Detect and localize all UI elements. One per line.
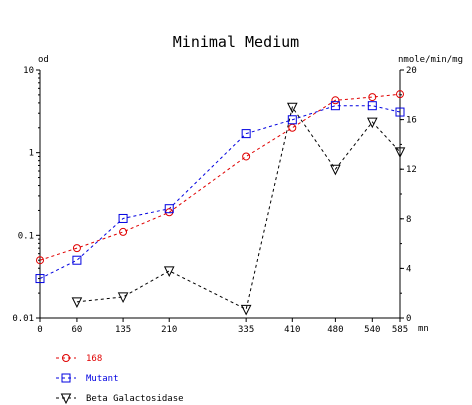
y-axis-right-label: nmole/min/mg [398,55,463,65]
data-point-1 [330,101,340,111]
x-tick-label: 410 [284,325,300,335]
data-point-0 [72,244,81,253]
y-right-tick-label: 4 [406,264,411,274]
data-point-0 [36,256,44,265]
data-point-1 [367,101,377,111]
series-line-2 [76,105,401,311]
data-point-2 [394,147,406,158]
x-tick-label: 480 [327,325,343,335]
data-point-1 [164,204,174,214]
y-left-tick-label: 1 [29,149,34,159]
data-point-0 [119,227,128,236]
data-point-0 [242,152,251,161]
x-tick-label: 585 [392,325,408,335]
data-point-2 [117,292,129,304]
data-point-1 [72,255,82,265]
data-point-2 [163,266,175,277]
data-point-2 [286,102,298,114]
data-point-1 [395,107,405,117]
series-lines [39,93,401,311]
x-tick-label: 135 [115,325,131,335]
data-point-1 [241,129,251,139]
legend-marker [61,373,71,383]
chart-title: Minimal Medium [173,33,299,51]
data-point-2 [366,117,378,129]
series-line-1 [39,105,401,280]
data-point-2 [71,297,83,308]
y-left-tick-label: 0.01 [12,314,34,324]
legend-label: Beta Galactosidase [86,394,184,404]
y-right-tick-label: 20 [406,66,417,76]
x-axis-label: mn [418,324,429,334]
x-tick-label: 60 [72,325,83,335]
data-point-2 [330,164,341,176]
y-right-tick-label: 12 [406,165,417,175]
y-left-tick-label: 10 [23,66,34,76]
markers [35,90,406,316]
legend-label: Mutant [86,374,119,384]
data-point-0 [331,96,340,105]
data-point-2 [240,304,252,316]
data-point-0 [368,93,377,102]
ticks: 0 60 135 210 335 410 480 540 5851010.10.01201612… [12,66,417,335]
legend: 168 Mutant Beta Galactosidase [56,354,184,405]
data-point-1 [287,115,297,125]
data-point-0 [288,123,297,132]
data-point-1 [35,274,45,284]
data-point-0 [396,90,404,99]
data-point-1 [118,213,128,223]
axes [39,70,401,319]
legend-marker [60,393,72,405]
y-left-tick-label: 0.1 [18,231,34,241]
series-line-0 [39,93,401,261]
y-axis-left-label: od [38,55,49,65]
y-right-tick-label: 16 [406,116,417,126]
x-tick-label: 540 [364,325,380,335]
y-right-tick-label: 0 [406,314,411,324]
legend-marker [62,354,70,362]
x-tick-label: 210 [161,325,177,335]
legend-label: 168 [86,354,102,364]
y-right-tick-label: 8 [406,215,411,225]
x-tick-label: 335 [238,325,254,335]
x-tick-label: 0 [37,325,42,335]
